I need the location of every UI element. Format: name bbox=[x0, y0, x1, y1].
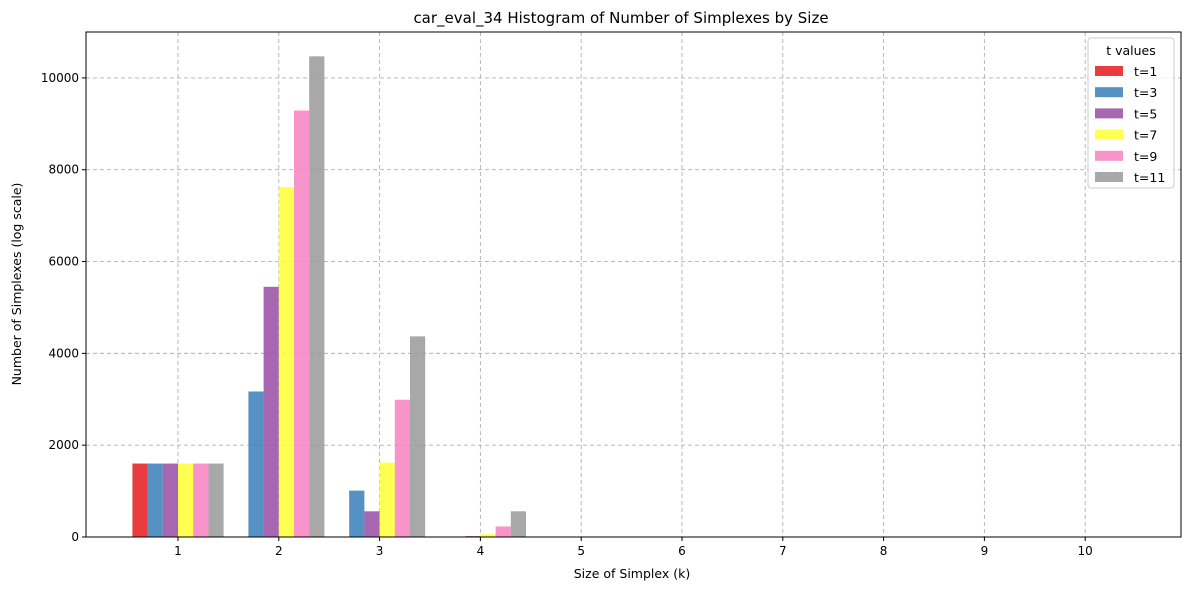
bar-t3-k3 bbox=[349, 490, 365, 537]
bar-t5-k3 bbox=[364, 511, 380, 537]
legend-label: t=7 bbox=[1134, 128, 1157, 143]
bars bbox=[132, 56, 526, 537]
x-axis-ticks: 1 2 3 4 5 6 7 8 9 10 bbox=[174, 537, 1093, 558]
x-tick-label: 8 bbox=[880, 544, 888, 558]
legend-label: t=11 bbox=[1134, 170, 1165, 185]
legend: t values t=1 t=3 t=5 t=7 t=9 t=11 bbox=[1087, 37, 1175, 189]
y-axis-ticks: 0 2000 4000 6000 8000 10000 bbox=[41, 71, 86, 544]
legend-swatch bbox=[1095, 172, 1123, 182]
x-tick-label: 9 bbox=[981, 544, 989, 558]
y-tick-label: 8000 bbox=[48, 163, 79, 177]
legend-label: t=5 bbox=[1134, 106, 1157, 121]
bar-t11-k3 bbox=[410, 336, 426, 537]
x-tick-label: 1 bbox=[174, 544, 182, 558]
plot-frame bbox=[85, 31, 1182, 538]
y-tick-label: 0 bbox=[71, 530, 79, 544]
x-tick-label: 7 bbox=[779, 544, 787, 558]
legend-swatch bbox=[1095, 66, 1123, 76]
x-tick-label: 6 bbox=[678, 544, 686, 558]
bar-t3-k2 bbox=[248, 391, 264, 537]
bar-t7-k4 bbox=[480, 534, 496, 537]
bar-t7-k2 bbox=[278, 187, 294, 537]
legend-swatch bbox=[1095, 150, 1123, 161]
legend-label: t=1 bbox=[1134, 64, 1157, 79]
bar-t9-k4 bbox=[495, 526, 511, 537]
bar-t9-k2 bbox=[294, 110, 310, 537]
legend-title: t values bbox=[1106, 43, 1156, 58]
bar-t5-k1 bbox=[162, 463, 178, 537]
y-tick-label: 6000 bbox=[48, 255, 79, 269]
bar-t11-k2 bbox=[309, 56, 325, 537]
y-tick-label: 2000 bbox=[48, 438, 79, 452]
y-tick-label: 4000 bbox=[48, 346, 79, 360]
bar-t1-k1 bbox=[132, 463, 148, 537]
x-tick-label: 4 bbox=[477, 544, 485, 558]
bar-t11-k1 bbox=[208, 463, 224, 537]
x-tick-label: 10 bbox=[1078, 544, 1093, 558]
y-axis-label: Number of Simplexes (log scale) bbox=[9, 183, 24, 386]
bar-t7-k1 bbox=[178, 463, 194, 537]
x-tick-label: 5 bbox=[577, 544, 585, 558]
bar-t9-k3 bbox=[394, 399, 410, 537]
x-tick-label: 2 bbox=[275, 544, 283, 558]
legend-label: t=3 bbox=[1134, 85, 1157, 100]
bar-t3-k1 bbox=[147, 463, 163, 537]
x-tick-label: 3 bbox=[376, 544, 384, 558]
legend-swatch bbox=[1095, 129, 1123, 140]
bar-t7-k3 bbox=[379, 462, 395, 537]
chart-title: car_eval_34 Histogram of Number of Simpl… bbox=[413, 9, 828, 28]
bar-t5-k2 bbox=[263, 286, 279, 537]
bar-t11-k4 bbox=[510, 511, 526, 537]
legend-swatch bbox=[1095, 108, 1123, 119]
y-tick-label: 10000 bbox=[41, 71, 79, 85]
bar-t9-k1 bbox=[193, 463, 209, 537]
legend-label: t=9 bbox=[1134, 149, 1157, 164]
legend-swatch bbox=[1095, 87, 1123, 98]
x-axis-label: Size of Simplex (k) bbox=[574, 566, 690, 581]
